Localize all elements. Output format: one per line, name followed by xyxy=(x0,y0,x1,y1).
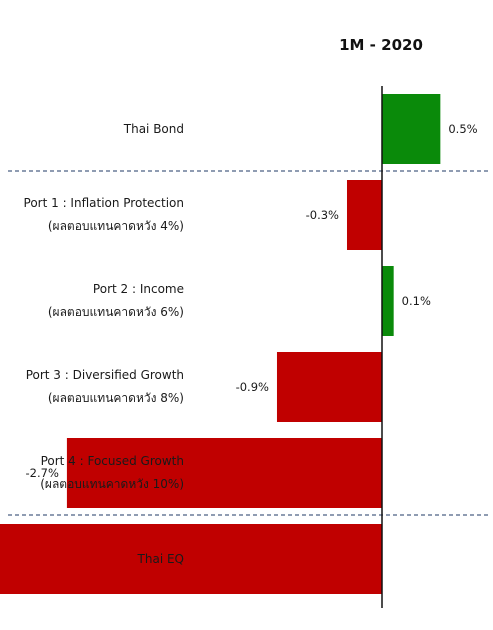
bar-0 xyxy=(382,94,441,164)
category-label-2: Port 2 : Income xyxy=(93,282,184,296)
bar-2 xyxy=(382,266,394,336)
bar-3 xyxy=(276,352,382,422)
bar-5 xyxy=(0,524,382,594)
chart-rows: 0.5% Thai Bond -0.3% Port 1 : Inflation Pro… xyxy=(0,94,478,594)
value-label-2: 0.1% xyxy=(402,294,431,308)
value-label-4: -2.7% xyxy=(26,466,59,480)
category-label-5: Thai EQ xyxy=(137,552,184,566)
category-label-4: Port 4 : Focused Growth xyxy=(41,454,184,468)
category-subtitle-3: (ผลตอบแทนคาดหวัง 8%) xyxy=(48,391,184,405)
category-subtitle-4: (ผลตอบแทนคาดหวัง 10%) xyxy=(40,477,184,491)
chart-separators xyxy=(8,170,490,516)
category-label-0: Thai Bond xyxy=(123,122,184,136)
category-subtitle-1: (ผลตอบแทนคาดหวัง 4%) xyxy=(48,219,184,233)
bar-1 xyxy=(346,180,382,250)
value-label-0: 0.5% xyxy=(448,122,477,136)
category-label-1: Port 1 : Inflation Protection xyxy=(24,196,184,210)
value-label-3: -0.9% xyxy=(236,380,269,394)
category-label-3: Port 3 : Diversified Growth xyxy=(26,368,184,382)
chart-title: 1M - 2020 xyxy=(339,36,423,54)
bar-4 xyxy=(66,438,382,508)
value-label-1: -0.3% xyxy=(306,208,339,222)
category-subtitle-2: (ผลตอบแทนคาดหวัง 6%) xyxy=(48,305,184,319)
